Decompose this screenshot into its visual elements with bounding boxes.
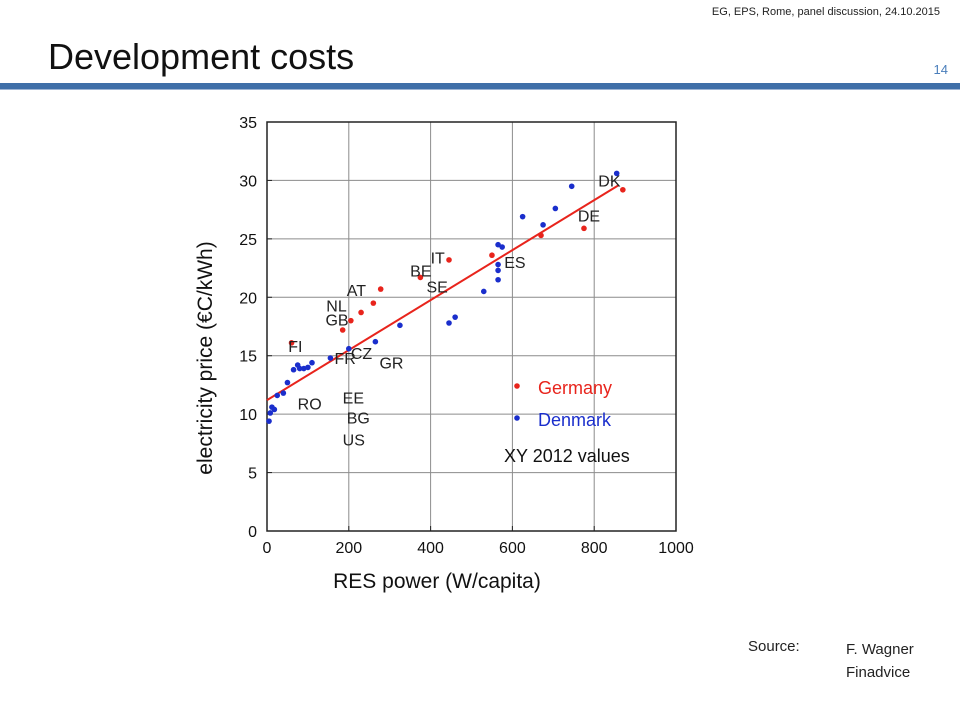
data-point-denmark [519,213,526,220]
y-tick-label: 5 [248,466,257,483]
title-rule [0,83,960,89]
x-tick-label: 0 [263,540,272,557]
header-note: EG, EPS, Rome, panel discussion, 24.10.2… [711,6,940,18]
country-label: SE [427,280,448,297]
data-point-germany [370,300,377,306]
country-label: EE [343,391,364,408]
data-point-denmark [552,205,559,212]
source-name-line1: F. Wagner [846,641,914,658]
fit-line [266,184,620,401]
legend-label-denmark: Denmark [538,410,612,430]
data-point-germany [620,186,626,193]
country-label: DK [598,173,621,190]
data-point-denmark [346,345,352,352]
data-point-denmark [372,338,379,345]
y-tick-label: 15 [239,349,257,366]
country-label: IT [431,250,445,267]
data-point-germany [288,340,295,346]
country-label: ES [504,255,525,272]
data-point-denmark [296,365,303,372]
axis-ticks: 0 200 400 600 800 1000 0 5 10 15 20 25 30 35 [239,115,694,557]
legend-marker-germany [514,383,520,389]
y-axis-label: electricity price (€C/kWh) [194,241,217,474]
data-point-denmark [540,222,546,228]
source-label: Source: [748,638,800,655]
data-point-denmark [290,366,297,373]
data-point-denmark [397,322,403,329]
slide-title: Development costs [48,36,355,77]
data-point-denmark [280,390,287,396]
data-point-germany [489,252,495,259]
country-label: GB [325,312,348,329]
country-label: AT [347,283,366,300]
x-tick-label: 800 [581,540,608,557]
x-axis-label: RES power (W/capita) [333,570,541,593]
country-label: BG [347,410,370,427]
scatter-chart: 0 200 400 600 800 1000 0 5 10 15 20 25 30 35 DK DE ITBE… [194,115,694,593]
data-point-denmark [446,320,452,326]
country-label: US [343,433,365,450]
country-label: FI [288,339,302,356]
data-point-denmark [284,379,291,386]
y-tick-label: 10 [239,407,257,424]
data-point-denmark [495,267,501,274]
data-point-germany [339,327,346,333]
y-tick-label: 0 [248,524,257,541]
y-tick-label: 25 [239,232,257,249]
source-name-line2: Finadvice [846,664,911,681]
data-point-denmark [274,392,281,399]
data-points [266,170,626,424]
country-label: DE [578,208,600,225]
data-point-denmark [495,241,501,248]
source-name: F. Wagner Finadvice [846,638,914,684]
data-point-denmark [266,418,272,424]
x-tick-label: 600 [499,540,526,557]
y-tick-label: 20 [239,290,257,307]
data-point-denmark [327,355,334,361]
data-point-denmark [267,410,274,416]
country-label: NL [326,298,347,315]
data-point-denmark [613,170,620,177]
title-rule-thin [0,89,960,90]
data-point-germany [348,317,354,324]
data-point-germany [417,274,424,281]
data-point-denmark [480,288,487,295]
y-tick-label: 30 [239,173,257,190]
data-point-denmark [309,359,315,366]
data-point-germany [446,257,452,263]
chart-grid [267,122,676,531]
chart-legend: Germany Denmark XY 2012 values [504,378,630,466]
page-number: 14 [933,62,948,77]
y-tick-label: 35 [239,115,257,132]
legend-note: XY 2012 values [504,446,630,466]
x-tick-label: 400 [417,540,444,557]
data-point-denmark [271,406,278,413]
country-label: FR [334,351,355,368]
data-point-germany [538,232,544,239]
data-point-denmark [495,276,501,283]
data-point-denmark [305,364,311,371]
data-point-denmark [568,183,575,190]
x-tick-label: 200 [335,540,362,557]
country-label: BE [410,263,431,280]
data-point-denmark [495,261,501,268]
country-label: GR [379,356,403,373]
country-label: RO [298,396,322,413]
data-point-denmark [499,244,505,250]
legend-label-germany: Germany [538,378,612,398]
legend-marker-denmark [514,415,520,421]
country-label: CZ [351,346,373,363]
plot-frame [266,121,677,532]
x-tick-label: 1000 [658,540,694,557]
data-point-germany [377,286,384,292]
data-point-denmark [452,314,458,320]
data-point-germany [358,309,364,316]
data-point-germany [581,225,587,232]
